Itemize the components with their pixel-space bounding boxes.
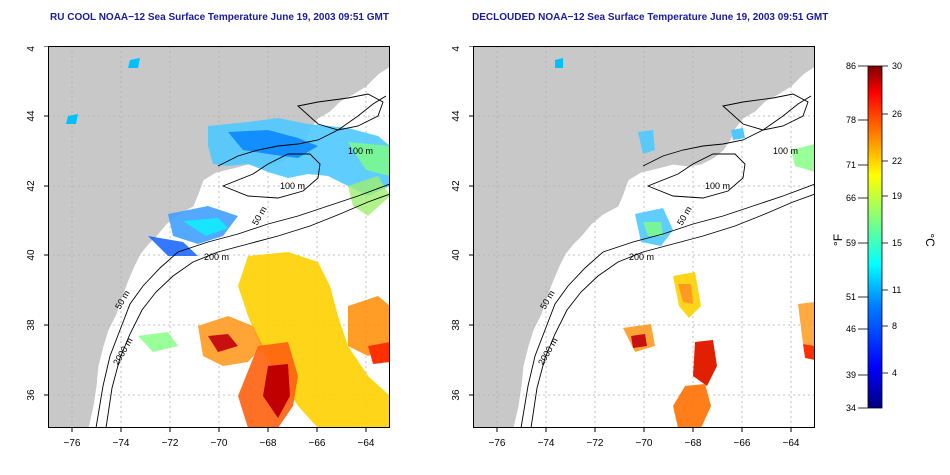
x-tick-label: −66 bbox=[309, 438, 326, 449]
fahrenheit-tick: 78 bbox=[846, 115, 856, 125]
x-tick-label: −70 bbox=[636, 438, 653, 449]
fahrenheit-tick: 86 bbox=[846, 61, 856, 71]
fahrenheit-unit-label: °F bbox=[832, 234, 845, 246]
right-map-canvas: 100 m 100 m 50 m 200 m 50 m 2000 m bbox=[472, 45, 816, 429]
left-map-title: RU COOL NOAA−12 Sea Surface Temperature … bbox=[50, 12, 389, 23]
y-tick-label: 42 bbox=[451, 180, 462, 192]
x-tick-label: −76 bbox=[489, 438, 506, 449]
colorbar-svg: 86 78 71 66 59 51 46 39 34 30 26 22 19 1… bbox=[831, 61, 937, 413]
left-y-axis-svg: 46 44 42 40 38 36 bbox=[26, 40, 48, 401]
sst-field bbox=[66, 58, 390, 428]
left-sst-map: 100 m 100 m 50 m 200 m 50 m 2000 m bbox=[47, 45, 391, 429]
celsius-tick: 22 bbox=[892, 156, 902, 166]
x-tick-label: −74 bbox=[113, 438, 130, 449]
fahrenheit-tick: 51 bbox=[846, 292, 856, 302]
contour-label: 100 m bbox=[705, 181, 730, 191]
right-x-axis-svg: −76 −74 −72 −70 −68 −66 −64 bbox=[489, 428, 800, 449]
y-tick-label: 44 bbox=[451, 110, 462, 122]
contour-label: 100 m bbox=[280, 181, 305, 191]
x-tick-label: −64 bbox=[783, 438, 800, 449]
fahrenheit-tick: 66 bbox=[846, 193, 856, 203]
fahrenheit-tick: 39 bbox=[846, 370, 856, 380]
y-tick-label: 36 bbox=[26, 389, 37, 401]
contour-label: 200 m bbox=[629, 252, 654, 262]
x-tick-label: −72 bbox=[162, 438, 179, 449]
y-tick-label: 38 bbox=[26, 319, 37, 331]
x-tick-label: −76 bbox=[64, 438, 81, 449]
x-tick-label: −68 bbox=[260, 438, 277, 449]
sst-field bbox=[555, 58, 815, 428]
y-tick-label: 40 bbox=[451, 249, 462, 261]
left-y-axis: 46 44 42 40 38 36 bbox=[20, 40, 48, 428]
y-tick-label: 46 bbox=[451, 46, 462, 52]
left-x-axis-svg: −76 −74 −72 −70 −68 −66 −64 bbox=[64, 428, 375, 449]
celsius-tick: 8 bbox=[892, 321, 897, 331]
colorbar: 86 78 71 66 59 51 46 39 34 30 26 22 19 1… bbox=[831, 60, 942, 420]
y-tick-label: 38 bbox=[451, 319, 462, 331]
celsius-tick: 30 bbox=[892, 61, 902, 71]
right-map-title: DECLOUDED NOAA−12 Sea Surface Temperatur… bbox=[472, 12, 829, 23]
contour-label: 100 m bbox=[773, 146, 798, 156]
y-tick-label: 46 bbox=[26, 46, 37, 52]
fahrenheit-tick: 34 bbox=[846, 403, 856, 413]
x-tick-label: −68 bbox=[685, 438, 702, 449]
y-tick-label: 42 bbox=[26, 180, 37, 192]
y-tick-label: 36 bbox=[451, 389, 462, 401]
x-tick-label: −66 bbox=[734, 438, 751, 449]
map-frame bbox=[48, 46, 390, 428]
contour-label: 200 m bbox=[204, 252, 229, 262]
fahrenheit-tick: 59 bbox=[846, 238, 856, 248]
right-y-axis-svg: 46 44 42 40 38 36 bbox=[451, 40, 473, 401]
celsius-tick: 4 bbox=[892, 368, 897, 378]
right-x-axis: −76 −74 −72 −70 −68 −66 −64 bbox=[473, 428, 815, 458]
land bbox=[47, 45, 391, 429]
left-x-axis: −76 −74 −72 −70 −68 −66 −64 bbox=[48, 428, 390, 458]
land bbox=[472, 45, 816, 429]
bathymetry-contours bbox=[520, 93, 816, 429]
bathymetry-contours bbox=[95, 93, 391, 429]
celsius-tick: 15 bbox=[892, 238, 902, 248]
right-sst-map: 100 m 100 m 50 m 200 m 50 m 2000 m bbox=[472, 45, 816, 429]
celsius-tick: 26 bbox=[892, 109, 902, 119]
left-map-canvas: 100 m 100 m 50 m 200 m 50 m 2000 m bbox=[47, 45, 391, 429]
contour-label: 100 m bbox=[348, 146, 373, 156]
x-tick-label: −64 bbox=[358, 438, 375, 449]
x-tick-label: −70 bbox=[211, 438, 228, 449]
x-tick-label: −72 bbox=[587, 438, 604, 449]
right-y-axis: 46 44 42 40 38 36 bbox=[445, 40, 473, 428]
map-frame bbox=[473, 46, 815, 428]
celsius-tick: 11 bbox=[892, 285, 901, 295]
y-tick-label: 44 bbox=[26, 110, 37, 122]
x-tick-label: −74 bbox=[538, 438, 555, 449]
celsius-unit-label: °C bbox=[923, 233, 937, 247]
y-tick-label: 40 bbox=[26, 249, 37, 261]
colorbar-gradient bbox=[867, 65, 883, 409]
fahrenheit-tick: 46 bbox=[846, 324, 856, 334]
fahrenheit-tick: 71 bbox=[846, 160, 856, 170]
celsius-tick: 19 bbox=[892, 191, 902, 201]
